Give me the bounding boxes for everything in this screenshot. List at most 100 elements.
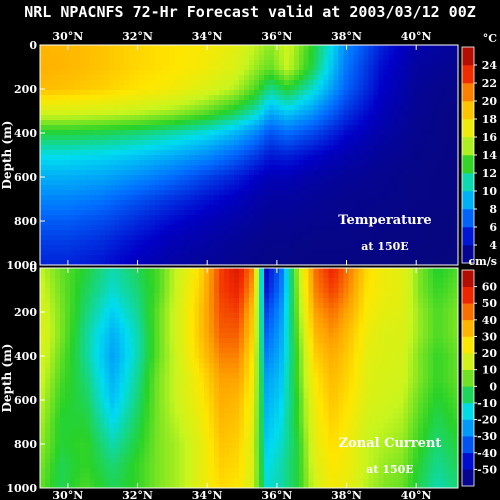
heatmap-cell [219,175,225,181]
heatmap-cell [338,195,344,201]
heatmap-cell [164,268,170,274]
heatmap-cell [84,100,91,106]
heatmap-cell [393,220,399,226]
heatmap-cell [428,165,434,171]
heatmap-cell [348,55,354,61]
heatmap-cell [124,65,130,71]
heatmap-cell [393,298,399,304]
heatmap-cell [433,318,439,324]
heatmap-cell [54,293,61,299]
heatmap-cell [403,70,409,76]
y-tick-label: 800 [14,215,37,228]
heatmap-cell [159,105,165,111]
heatmap-cell [433,220,439,226]
heatmap-cell [109,150,116,156]
heatmap-cell [348,85,354,91]
heatmap-cell [239,205,245,211]
heatmap-cell [209,110,215,116]
heatmap-cell [179,225,185,231]
heatmap-cell [229,70,235,76]
heatmap-cell [278,260,285,266]
heatmap-cell [144,303,150,309]
heatmap-cell [303,70,310,76]
heatmap-cell [338,110,344,116]
heatmap-cell [124,90,130,96]
heatmap-cell [413,195,419,201]
heatmap-cell [229,155,235,161]
heatmap-cell [184,215,190,221]
heatmap-cell [139,273,145,279]
heatmap-cell [308,245,315,251]
heatmap-cell [194,303,200,309]
heatmap-cell [398,303,404,309]
x-tick-label: 38°N [331,30,362,43]
heatmap-cell [204,255,210,261]
heatmap-cell [308,175,315,181]
heatmap-cell [333,283,339,289]
heatmap-cell [169,65,175,71]
heatmap-cell [149,220,155,226]
heatmap-cell [69,155,76,161]
heatmap-cell [164,170,170,176]
heatmap-cell [124,160,130,166]
heatmap-cell [189,298,195,304]
heatmap-cell [239,45,245,51]
heatmap-cell [263,288,270,294]
heatmap-cell [154,250,160,256]
heatmap-cell [393,85,399,91]
heatmap-cell [333,313,339,319]
heatmap-cell [358,50,364,56]
heatmap-cell [418,185,424,191]
heatmap-cell [408,235,414,241]
colorbar-swatch [462,65,474,84]
heatmap-cell [338,60,344,66]
heatmap-cell [224,283,230,289]
heatmap-cell [293,260,300,266]
heatmap-cell [383,150,389,156]
heatmap-cell [398,50,404,56]
heatmap-cell [249,160,255,166]
heatmap-cell [74,85,81,91]
heatmap-cell [54,225,61,231]
heatmap-cell [119,185,125,191]
heatmap-cell [49,45,56,51]
heatmap-cell [204,338,210,344]
heatmap-cell [283,268,290,274]
heatmap-cell [313,140,320,146]
heatmap-cell [348,250,354,256]
heatmap-cell [323,170,330,176]
heatmap-cell [74,288,81,294]
heatmap-cell [189,55,195,61]
heatmap-cell [179,205,185,211]
heatmap-cell [44,313,51,319]
heatmap-cell [40,220,46,226]
heatmap-cell [219,155,225,161]
heatmap-cell [174,200,180,206]
heatmap-cell [229,260,235,266]
heatmap-cell [209,160,215,166]
heatmap-cell [189,185,195,191]
heatmap-cell [353,260,359,266]
heatmap-cell [288,215,295,221]
heatmap-cell [418,75,424,81]
heatmap-cell [89,175,96,181]
heatmap-cell [59,140,66,146]
heatmap-cell [44,60,51,66]
heatmap-cell [343,115,349,121]
heatmap-cell [89,185,96,191]
heatmap-cell [338,125,344,131]
heatmap-cell [114,255,121,261]
heatmap-cell [308,240,315,246]
heatmap-cell [74,160,81,166]
heatmap-cell [99,195,106,201]
heatmap-cell [398,268,404,274]
heatmap-cell [249,110,255,116]
heatmap-cell [303,240,310,246]
heatmap-cell [408,215,414,221]
heatmap-cell [398,313,404,319]
heatmap-cell [268,45,275,51]
heatmap-cell [94,105,101,111]
heatmap-cell [124,85,130,91]
heatmap-cell [343,250,349,256]
heatmap-cell [99,50,106,56]
